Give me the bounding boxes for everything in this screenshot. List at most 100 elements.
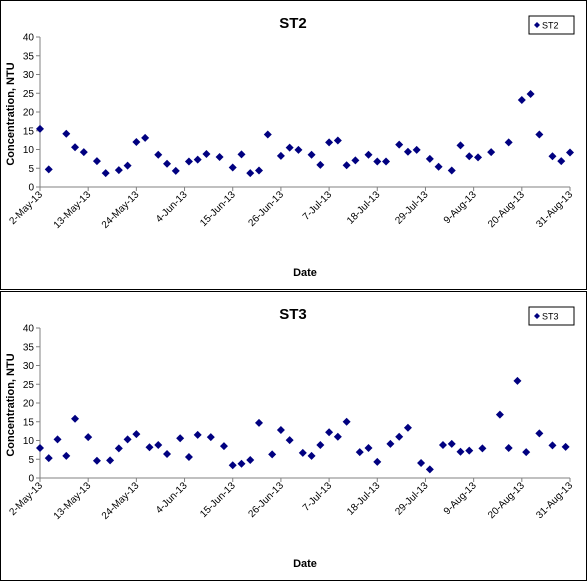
y-tick-label: 5 <box>28 455 34 466</box>
data-point <box>373 157 382 166</box>
data-point <box>566 148 574 157</box>
data-point <box>154 150 163 159</box>
data-point <box>92 456 101 465</box>
data-point <box>438 441 447 449</box>
data-point <box>342 417 351 426</box>
data-point <box>163 159 172 168</box>
data-point <box>307 150 316 159</box>
data-point <box>44 454 53 463</box>
y-tick-label: 35 <box>23 342 35 353</box>
data-point <box>255 166 264 175</box>
data-point <box>184 453 193 461</box>
data-point <box>386 439 395 448</box>
data-point <box>215 153 224 161</box>
data-point <box>403 423 412 432</box>
data-point <box>228 461 237 470</box>
data-point <box>351 156 360 165</box>
data-point <box>206 433 215 442</box>
data-point <box>132 138 141 146</box>
data-point <box>355 448 364 457</box>
data-point <box>246 169 255 178</box>
y-axis-title: Concentration, NTU <box>5 62 17 165</box>
data-point <box>276 151 285 160</box>
y-tick-label: 35 <box>23 51 35 62</box>
data-point <box>373 457 382 466</box>
x-axis-title: Date <box>293 558 317 570</box>
data-point <box>403 147 412 156</box>
data-point <box>342 161 351 170</box>
data-point <box>333 432 342 441</box>
data-point <box>517 96 526 104</box>
data-point <box>495 410 504 419</box>
legend: ST3 <box>528 306 575 326</box>
data-point <box>141 133 150 142</box>
data-point <box>176 434 185 443</box>
data-point <box>285 143 294 152</box>
panel-border <box>0 291 587 581</box>
data-point <box>333 136 342 145</box>
data-point <box>298 448 307 457</box>
data-point <box>79 148 88 157</box>
y-tick-label: 5 <box>28 164 34 175</box>
data-point <box>255 418 264 427</box>
data-point <box>364 444 373 452</box>
data-point <box>294 145 303 154</box>
legend-marker <box>534 22 540 28</box>
y-tick-label: 30 <box>23 70 35 81</box>
data-point <box>71 414 80 423</box>
data-point <box>36 444 44 452</box>
data-point <box>228 163 237 172</box>
data-point <box>36 124 44 133</box>
y-tick-label: 20 <box>23 108 35 119</box>
data-point <box>456 447 465 456</box>
data-point <box>44 165 53 174</box>
data-point <box>193 430 202 439</box>
y-axis-title: Concentration, NTU <box>5 353 17 456</box>
data-point <box>71 143 80 152</box>
data-point <box>557 157 566 166</box>
data-point <box>434 162 443 171</box>
y-tick-label: 0 <box>28 183 34 194</box>
y-tick-label: 10 <box>23 436 35 447</box>
data-point <box>487 148 496 157</box>
data-point <box>268 450 277 459</box>
legend-box <box>528 15 575 35</box>
data-point <box>132 430 141 439</box>
data-point <box>285 436 294 445</box>
data-point <box>504 138 513 147</box>
data-point <box>154 441 163 449</box>
data-point <box>382 157 391 166</box>
data-point <box>474 153 483 162</box>
data-point <box>417 459 426 467</box>
data-point <box>548 152 557 161</box>
data-point <box>456 141 465 150</box>
data-point <box>62 451 71 460</box>
chart-title: ST2 <box>279 15 307 32</box>
data-point <box>219 442 228 451</box>
y-tick-label: 25 <box>23 89 35 100</box>
data-point <box>92 157 101 166</box>
data-point <box>193 155 202 164</box>
data-point <box>114 444 123 453</box>
data-point <box>425 465 434 474</box>
data-point <box>84 433 93 442</box>
data-point <box>123 435 132 444</box>
y-tick-label: 30 <box>23 361 35 372</box>
data-point <box>561 442 570 451</box>
data-point <box>263 130 272 139</box>
data-point <box>425 154 434 163</box>
data-point <box>307 451 316 460</box>
data-point <box>325 428 334 437</box>
data-point <box>447 439 456 448</box>
data-point <box>465 152 474 161</box>
legend-marker <box>534 313 540 319</box>
data-point <box>163 450 172 458</box>
data-point <box>123 161 132 170</box>
data-point <box>513 376 522 385</box>
panel-border <box>0 0 587 290</box>
data-point <box>114 166 123 175</box>
data-point <box>325 138 334 147</box>
data-point <box>202 150 211 158</box>
data-point <box>535 429 544 438</box>
